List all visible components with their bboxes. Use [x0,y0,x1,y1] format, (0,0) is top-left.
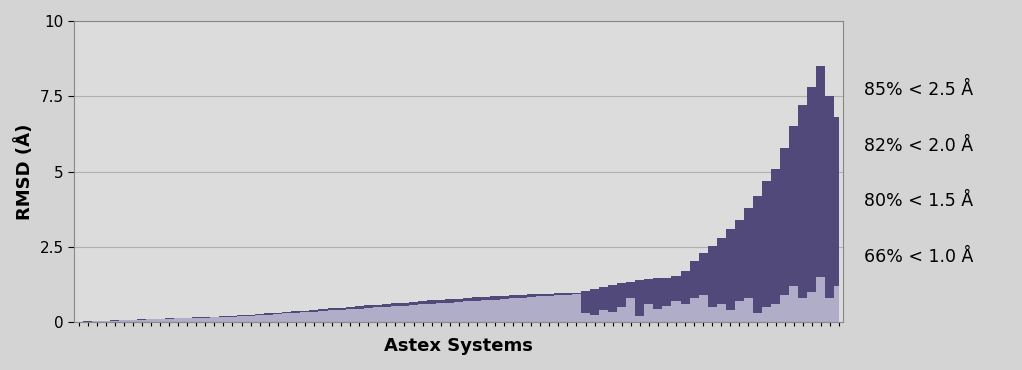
Text: 66% < 1.0 Å: 66% < 1.0 Å [864,248,973,266]
X-axis label: Astex Systems: Astex Systems [384,337,533,355]
Text: 80% < 1.5 Å: 80% < 1.5 Å [864,192,973,211]
Text: 82% < 2.0 Å: 82% < 2.0 Å [864,137,973,155]
Y-axis label: RMSD (Å): RMSD (Å) [15,124,34,220]
Text: 85% < 2.5 Å: 85% < 2.5 Å [864,81,973,100]
